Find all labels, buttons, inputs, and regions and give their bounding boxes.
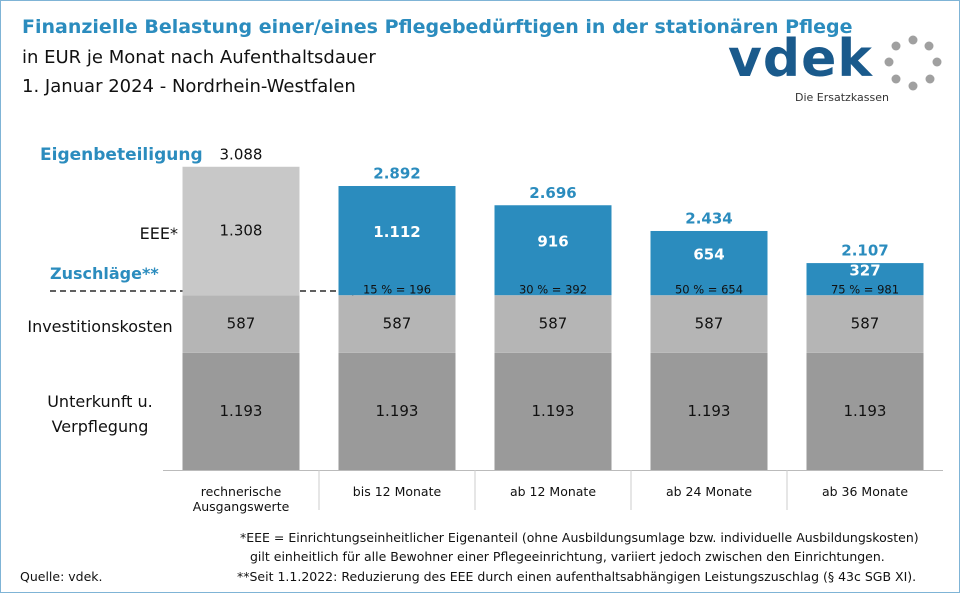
title: Finanzielle Belastung einer/eines Pflege… [22, 16, 853, 38]
legend-entry: Unterkunft u. Verpflegung [47, 392, 153, 437]
value-label: 587 [539, 315, 568, 333]
legend-entry: Investitionskosten [27, 317, 173, 337]
logo-text: vdek [728, 29, 873, 89]
x-tick-label: ab 36 Monate [821, 484, 909, 499]
bar-segment [182, 295, 300, 353]
bar-segment [806, 263, 924, 296]
total-label: 2.434 [685, 209, 732, 227]
group-label: Eigenbeteiligung [40, 145, 203, 165]
logo-mark [884, 35, 942, 91]
x-tick-label: ab 24 Monate [665, 484, 753, 499]
value-label: 1.193 [688, 402, 731, 420]
surcharge-label: 50 % = 654 [675, 283, 743, 297]
value-label: 587 [851, 315, 880, 333]
total-label: 2.107 [841, 242, 888, 260]
value-label: 654 [693, 246, 724, 264]
total-label: 2.892 [373, 165, 420, 183]
value-label: 587 [227, 315, 256, 333]
value-label: 1.193 [532, 402, 575, 420]
bar-segment [806, 295, 924, 353]
surcharge-label: 75 % = 981 [831, 283, 899, 297]
bar-segment [338, 295, 456, 353]
subtitle: in EUR je Monat nach Aufenthaltsdauer [22, 47, 376, 68]
legend-entry: EEE* [139, 223, 178, 243]
bar-segment [494, 205, 612, 296]
subtitle: 1. Januar 2024 - Nordrhein-Westfalen [22, 76, 356, 97]
bar-segment [650, 352, 768, 470]
footnote: **Seit 1.1.2022: Reduzierung des EEE dur… [237, 569, 917, 584]
source: Quelle: vdek. [20, 569, 103, 584]
value-label: 1.193 [220, 402, 263, 420]
bar-segment [338, 186, 456, 296]
value-label: 1.112 [373, 223, 420, 241]
footnote: gilt einheitlich für alle Bewohner einer… [250, 549, 885, 564]
bar-segment [338, 352, 456, 470]
bar-segment [182, 166, 300, 296]
x-tick-label: bis 12 Monate [352, 484, 442, 499]
surcharge-name: Zuschläge** [50, 264, 159, 283]
value-label: 1.193 [844, 402, 887, 420]
value-label: 327 [849, 262, 880, 280]
bar-segment [494, 295, 612, 353]
bar-segment [806, 352, 924, 470]
bar-segment [182, 352, 300, 470]
surcharge-label: 15 % = 196 [363, 283, 431, 297]
x-tick-label: ab 12 Monate [509, 484, 597, 499]
surcharge-label: 30 % = 392 [519, 283, 587, 297]
x-tick-label: rechnerische Ausgangswerte [192, 484, 290, 514]
value-label: 587 [695, 315, 724, 333]
bar-segment [650, 295, 768, 353]
bar-segment [650, 230, 768, 296]
total-label: 2.696 [529, 184, 576, 202]
value-label: 587 [383, 315, 412, 333]
bar-segment [494, 352, 612, 470]
logo-tagline: Die Ersatzkassen [795, 91, 889, 104]
value-label: 1.308 [220, 221, 263, 239]
footnote: *EEE = Einrichtungseinheitlicher Eigenan… [240, 530, 919, 545]
total-label: 3.088 [220, 145, 263, 163]
value-label: 916 [537, 233, 568, 251]
value-label: 1.193 [376, 402, 419, 420]
